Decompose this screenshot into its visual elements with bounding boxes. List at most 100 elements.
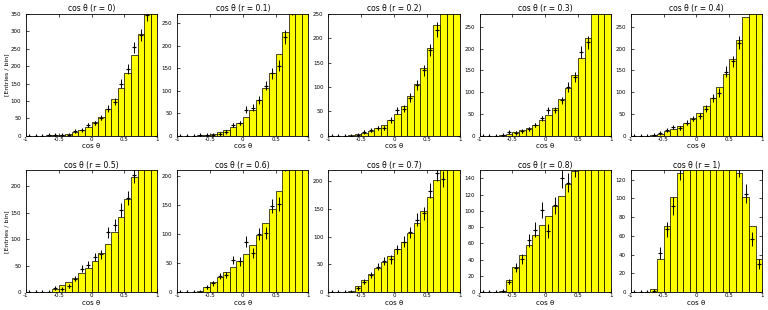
Bar [104, 109, 111, 136]
Bar [565, 184, 571, 292]
Bar [571, 75, 578, 136]
Bar [716, 87, 723, 136]
Bar [111, 232, 118, 292]
Bar [723, 74, 730, 136]
Bar [677, 126, 684, 136]
X-axis label: cos θ: cos θ [385, 300, 403, 306]
Bar [525, 128, 532, 136]
Bar [131, 55, 137, 136]
Bar [263, 88, 269, 136]
Bar [551, 108, 558, 136]
Title: cos θ (r = 0.3): cos θ (r = 0.3) [518, 4, 572, 13]
Bar [453, 108, 460, 292]
Bar [684, 153, 690, 292]
Bar [604, 64, 611, 292]
Bar [571, 171, 578, 292]
Bar [506, 280, 512, 292]
Bar [394, 249, 401, 292]
Bar [348, 291, 355, 292]
Bar [230, 267, 237, 292]
Bar [243, 254, 250, 292]
Title: cos θ (r = 0.2): cos θ (r = 0.2) [367, 4, 422, 13]
Bar [697, 113, 703, 136]
Bar [374, 268, 381, 292]
Bar [368, 131, 374, 136]
Bar [710, 98, 716, 136]
Bar [237, 123, 243, 136]
Bar [269, 209, 276, 292]
Bar [598, 0, 604, 136]
Bar [250, 110, 256, 136]
Bar [361, 280, 368, 292]
Bar [111, 100, 118, 136]
Bar [743, 17, 749, 136]
Bar [532, 125, 538, 136]
Bar [446, 136, 453, 292]
Bar [664, 226, 670, 292]
Bar [78, 130, 85, 136]
Bar [387, 120, 394, 136]
Bar [677, 173, 684, 292]
Bar [137, 33, 144, 136]
Bar [730, 59, 736, 136]
Y-axis label: [Entries / bin]: [Entries / bin] [4, 54, 9, 96]
Bar [538, 120, 545, 136]
Bar [78, 273, 85, 292]
Bar [91, 122, 98, 136]
Bar [223, 272, 230, 292]
Bar [670, 129, 677, 136]
Bar [58, 285, 65, 292]
Bar [716, 130, 723, 292]
Bar [131, 177, 137, 292]
Bar [296, 0, 302, 136]
Bar [736, 39, 743, 136]
Bar [217, 277, 223, 292]
Bar [512, 267, 519, 292]
Bar [137, 152, 144, 292]
Bar [499, 291, 506, 292]
Bar [118, 87, 124, 136]
Bar [519, 255, 525, 292]
Bar [584, 38, 591, 136]
X-axis label: cos θ: cos θ [233, 300, 252, 306]
Bar [355, 286, 361, 292]
Bar [401, 242, 407, 292]
Bar [394, 114, 401, 136]
Title: cos θ (r = 0.5): cos θ (r = 0.5) [65, 161, 119, 170]
Bar [256, 235, 263, 292]
Y-axis label: [Entries / bin]: [Entries / bin] [4, 210, 9, 253]
Bar [420, 211, 427, 292]
Bar [664, 131, 670, 136]
Bar [282, 32, 289, 136]
Bar [124, 199, 131, 292]
Bar [414, 84, 420, 136]
Bar [204, 135, 210, 136]
Bar [65, 281, 72, 292]
Bar [420, 68, 427, 136]
Bar [749, 226, 756, 292]
Bar [256, 100, 263, 136]
Bar [407, 96, 414, 136]
Bar [578, 156, 584, 292]
Bar [144, 121, 151, 292]
X-axis label: cos θ: cos θ [687, 144, 706, 149]
Bar [407, 233, 414, 292]
Bar [65, 134, 72, 136]
Bar [118, 217, 124, 292]
Bar [98, 253, 104, 292]
X-axis label: cos θ: cos θ [385, 144, 403, 149]
Title: cos θ (r = 0): cos θ (r = 0) [68, 4, 115, 13]
Bar [756, 259, 762, 292]
Bar [289, 145, 296, 292]
Bar [151, 0, 157, 136]
Bar [52, 135, 58, 136]
Bar [85, 127, 91, 136]
Bar [210, 134, 217, 136]
Bar [551, 206, 558, 292]
Bar [237, 261, 243, 292]
Bar [374, 128, 381, 136]
Bar [58, 135, 65, 136]
Title: cos θ (r = 1): cos θ (r = 1) [673, 161, 720, 170]
Bar [532, 235, 538, 292]
Bar [650, 290, 657, 292]
